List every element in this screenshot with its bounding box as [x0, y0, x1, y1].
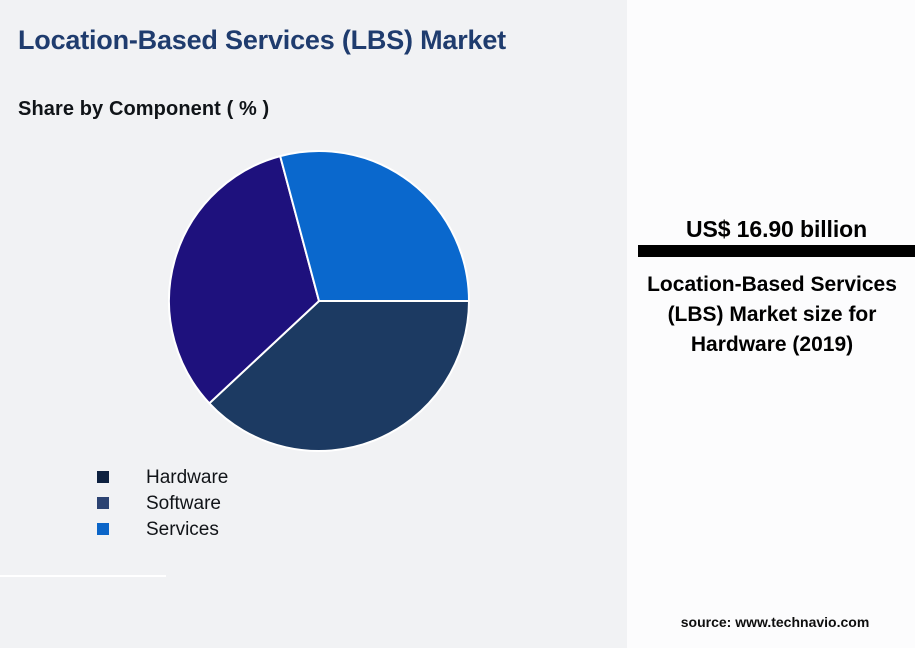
legend-swatch-icon — [97, 523, 109, 535]
legend-item-hardware[interactable]: Hardware — [97, 464, 517, 490]
legend-item-software[interactable]: Software — [97, 490, 517, 516]
legend-swatch-icon — [97, 497, 109, 509]
stat-value: US$ 16.90 billion — [685, 216, 868, 242]
chart-legend: Hardware Software Services — [97, 464, 517, 542]
chart-panel: Location-Based Services (LBS) Market Sha… — [0, 25, 517, 577]
pie-slice-services[interactable] — [278, 150, 470, 302]
stat-accent-bar — [638, 245, 915, 257]
page-title: Location-Based Services (LBS) Market — [18, 25, 506, 55]
pie-chart — [168, 150, 470, 452]
pie-slice-software[interactable] — [168, 154, 321, 405]
pie-slice-hardware[interactable] — [207, 300, 470, 452]
legend-item-services[interactable]: Services — [97, 516, 517, 542]
pie-chart-svg — [168, 150, 470, 452]
divider — [0, 575, 166, 577]
stat-panel: US$ 16.90 billion Location-Based Service… — [627, 0, 915, 648]
legend-swatch-icon — [97, 471, 109, 483]
legend-item-label: Software — [146, 492, 221, 514]
legend-item-label: Services — [146, 518, 219, 540]
legend-item-label: Hardware — [146, 466, 229, 488]
source-note: source: www.technavio.com — [680, 614, 870, 630]
chart-subtitle: Share by Component ( % ) — [18, 98, 270, 120]
stat-caption: Location-Based Services (LBS) Market siz… — [647, 273, 897, 356]
